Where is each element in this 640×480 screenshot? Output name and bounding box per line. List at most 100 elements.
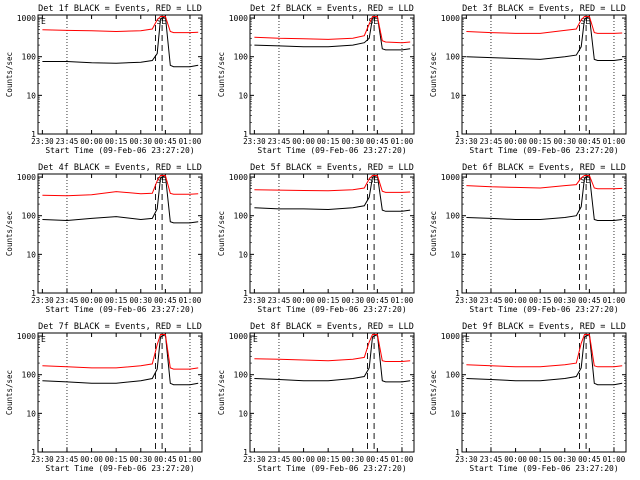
x-tick-label: 01:00: [391, 137, 414, 146]
x-tick-label: 01:00: [603, 296, 626, 305]
x-tick-label: 01:00: [179, 455, 202, 464]
x-tick-label: 00:45: [154, 296, 177, 305]
x-tick-label: 23:45: [268, 296, 291, 305]
x-axis-label: Start Time (09-Feb-06 23:27:20): [45, 305, 194, 314]
series-line-lld: [466, 16, 623, 34]
panel-title: Det 5f BLACK = Events, RED = LLD: [250, 163, 414, 173]
x-tick-label: 00:00: [80, 296, 103, 305]
x-tick-label: 00:00: [504, 455, 527, 464]
y-tick-label: 1: [31, 289, 36, 298]
y-tick-label: 1000: [17, 173, 36, 182]
series-line-events: [466, 333, 623, 386]
flag-label: SE: [369, 176, 379, 185]
panel-5: Det 5f BLACK = Events, RED = LLD 1 10 100 10…: [217, 163, 415, 314]
x-tick-label: 00:00: [80, 455, 103, 464]
y-axis-label: Counts/sec: [217, 211, 226, 256]
series-line-lld: [42, 16, 199, 34]
x-tick-label: 00:45: [154, 455, 177, 464]
y-tick-label: 100: [22, 212, 37, 221]
flag-label: SE: [581, 176, 591, 185]
series-line-events: [254, 333, 411, 383]
y-tick-label: 10: [238, 250, 248, 259]
x-axis-label: Start Time (09-Feb-06 23:27:20): [257, 146, 406, 155]
x-tick-label: 00:30: [129, 296, 152, 305]
x-tick-label: 01:00: [391, 455, 414, 464]
x-tick-label: 01:00: [179, 137, 202, 146]
y-tick-label: 100: [22, 53, 37, 62]
y-tick-label: 100: [234, 371, 249, 380]
y-tick-label: 1: [243, 289, 248, 298]
y-tick-label: 1: [31, 448, 36, 457]
x-tick-label: 23:30: [243, 137, 266, 146]
flag-label: E: [41, 335, 46, 344]
x-tick-label: 00:45: [578, 296, 601, 305]
y-tick-label: 1000: [441, 173, 460, 182]
y-tick-label: 1: [455, 130, 460, 139]
panel-title: Det 1f BLACK = Events, RED = LLD: [38, 4, 202, 14]
flag-label: SE: [157, 176, 167, 185]
y-tick-label: 10: [26, 250, 36, 259]
plot-frame: [37, 14, 203, 135]
panel-9: Det 9f BLACK = Events, RED = LLD 1 10 100 10…: [429, 322, 627, 473]
x-tick-label: 23:45: [56, 455, 79, 464]
y-tick-label: 1: [31, 130, 36, 139]
x-tick-label: 23:45: [268, 455, 291, 464]
x-tick-label: 00:15: [105, 455, 128, 464]
panel-title: Det 6f BLACK = Events, RED = LLD: [462, 163, 626, 173]
x-tick-label: 00:30: [553, 296, 576, 305]
x-tick-label: 00:15: [317, 137, 340, 146]
x-tick-label: 00:15: [105, 296, 128, 305]
panel-title: Det 8f BLACK = Events, RED = LLD: [250, 322, 414, 332]
y-axis-label: Counts/sec: [429, 370, 438, 415]
x-tick-label: 00:30: [553, 455, 576, 464]
y-tick-label: 1000: [17, 14, 36, 23]
x-axis-label: Start Time (09-Feb-06 23:27:20): [257, 305, 406, 314]
panel-6: Det 6f BLACK = Events, RED = LLD 1 10 100 10…: [429, 163, 627, 314]
x-tick-label: 23:30: [31, 137, 54, 146]
series-line-lld: [42, 334, 199, 370]
y-tick-label: 1: [455, 448, 460, 457]
x-axis-label: Start Time (09-Feb-06 23:27:20): [469, 146, 618, 155]
x-tick-label: 23:30: [31, 296, 54, 305]
y-tick-label: 100: [234, 212, 249, 221]
x-tick-label: 00:15: [105, 137, 128, 146]
panel-title: Det 3f BLACK = Events, RED = LLD: [462, 4, 626, 14]
x-tick-label: 00:15: [317, 296, 340, 305]
y-tick-label: 1000: [229, 14, 248, 23]
x-axis-label: Start Time (09-Feb-06 23:27:20): [45, 146, 194, 155]
y-tick-label: 1: [243, 448, 248, 457]
x-tick-label: 00:00: [292, 137, 315, 146]
x-tick-label: 00:45: [366, 296, 389, 305]
x-tick-label: 00:30: [129, 455, 152, 464]
x-axis-label: Start Time (09-Feb-06 23:27:20): [469, 464, 618, 473]
flag-label: E: [465, 335, 470, 344]
y-tick-label: 10: [450, 250, 460, 259]
series-line-events: [42, 333, 199, 386]
x-tick-label: 23:45: [56, 137, 79, 146]
x-tick-label: 00:45: [154, 137, 177, 146]
x-tick-label: 00:30: [341, 137, 364, 146]
y-tick-label: 1: [243, 130, 248, 139]
x-axis-label: Start Time (09-Feb-06 23:27:20): [469, 305, 618, 314]
panel-title: Det 4f BLACK = Events, RED = LLD: [38, 163, 202, 173]
y-tick-label: 100: [22, 371, 37, 380]
series-line-lld: [254, 16, 411, 44]
x-tick-label: 23:30: [455, 137, 478, 146]
y-axis-label: Counts/sec: [5, 211, 14, 256]
y-tick-label: 1000: [229, 332, 248, 341]
x-tick-label: 01:00: [391, 296, 414, 305]
panel-8: Det 8f BLACK = Events, RED = LLD 1 10 100 10…: [217, 322, 415, 473]
y-tick-label: 100: [234, 53, 249, 62]
x-tick-label: 23:30: [243, 296, 266, 305]
plot-frame: [249, 332, 415, 453]
x-tick-label: 00:30: [341, 455, 364, 464]
series-line-events: [466, 174, 623, 221]
panel-title: Det 9f BLACK = Events, RED = LLD: [462, 322, 626, 332]
plot-frame: [37, 173, 203, 294]
x-tick-label: 00:45: [578, 455, 601, 464]
x-tick-label: 23:45: [480, 137, 503, 146]
plot-frame: [37, 332, 203, 453]
series-line-events: [466, 15, 623, 61]
series-line-lld: [42, 175, 199, 197]
